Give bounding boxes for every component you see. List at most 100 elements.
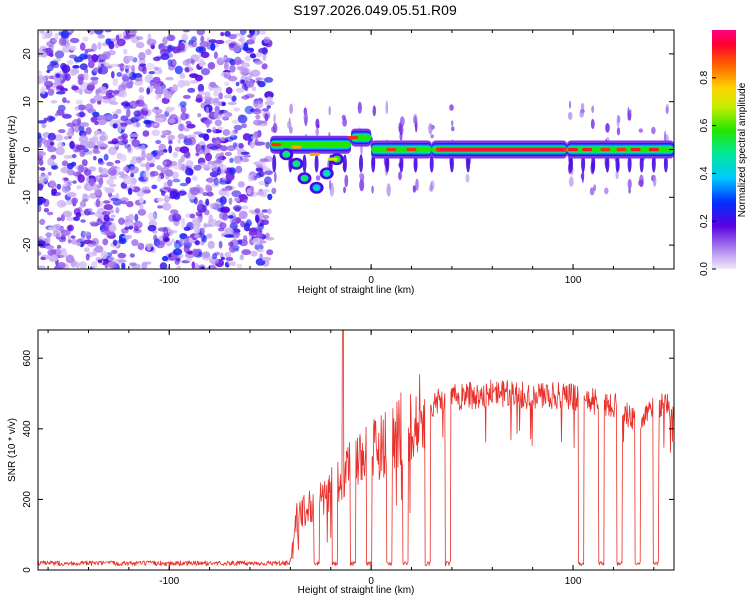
noise-blob — [166, 34, 176, 42]
noise-blob — [264, 100, 275, 106]
noise-blob — [78, 76, 84, 85]
noise-blob — [129, 166, 139, 174]
noise-blob — [191, 261, 196, 269]
noise-blob — [229, 130, 236, 137]
noise-blob — [55, 91, 66, 95]
noise-blob — [41, 123, 47, 129]
y-tick-label: 0 — [22, 146, 33, 152]
noise-blob — [116, 72, 123, 77]
noise-blob — [155, 240, 165, 249]
noise-blob — [125, 234, 133, 239]
streak-core — [314, 154, 319, 173]
noise-blob — [102, 98, 112, 104]
noise-blob — [179, 73, 186, 79]
streak-blob — [372, 105, 376, 117]
noise-blob — [133, 220, 143, 229]
noise-blob — [182, 59, 190, 66]
snr-ylabel: SNR (10 * v/v) — [7, 418, 18, 482]
noise-blob — [134, 213, 139, 222]
noise-blob — [92, 111, 100, 118]
noise-blob — [245, 219, 252, 227]
noise-blob — [145, 48, 152, 56]
noise-blob — [94, 188, 102, 196]
streak-blob — [665, 106, 669, 114]
noise-blob — [235, 87, 245, 93]
noise-blob — [72, 153, 77, 159]
streak-blob — [590, 118, 595, 130]
noise-blob — [241, 123, 248, 129]
noise-blob — [138, 86, 145, 93]
streak-blob — [329, 179, 332, 191]
noise-blob — [110, 165, 118, 170]
noise-blob — [62, 45, 70, 53]
noise-blob — [121, 73, 128, 82]
noise-blob — [56, 199, 66, 208]
noise-blob — [205, 184, 213, 193]
noise-blob — [135, 156, 143, 164]
noise-blob — [97, 34, 105, 39]
noise-blob — [152, 76, 161, 84]
noise-blob — [96, 140, 105, 147]
noise-blob — [247, 174, 255, 182]
noise-blob — [71, 238, 77, 245]
streak-blob — [569, 100, 571, 109]
noise-blob — [181, 163, 186, 172]
noise-blob — [231, 190, 242, 198]
y-tick-label: 10 — [22, 96, 33, 108]
noise-blob — [198, 133, 209, 138]
noise-blob — [252, 237, 261, 245]
noise-blob — [188, 237, 193, 242]
noise-blob — [177, 138, 182, 144]
noise-blob — [88, 137, 98, 142]
noise-blob — [207, 165, 215, 169]
noise-blob — [185, 160, 194, 167]
noise-blob — [208, 97, 214, 105]
noise-blob — [250, 135, 256, 140]
noise-blob — [151, 129, 160, 137]
noise-blob — [259, 158, 269, 163]
colorbar-tick-label: 0.2 — [699, 214, 710, 228]
noise-blob — [115, 207, 120, 214]
noise-blob — [87, 60, 95, 69]
noise-blob — [218, 211, 228, 220]
signal-core — [271, 143, 282, 147]
noise-blob — [225, 190, 230, 198]
noise-blob — [176, 265, 181, 269]
noise-blob — [141, 144, 146, 153]
noise-blob — [134, 80, 143, 86]
noise-blob — [105, 217, 115, 222]
snr-series-line — [38, 330, 674, 567]
streak-blob — [589, 187, 595, 196]
noise-blob — [264, 113, 269, 122]
noise-blob — [206, 191, 214, 197]
noise-blob — [130, 177, 137, 185]
noise-blob — [193, 218, 199, 227]
noise-blob — [145, 123, 152, 128]
noise-blob — [246, 188, 251, 195]
noise-blob — [38, 201, 43, 206]
noise-blob — [154, 117, 164, 124]
noise-blob — [105, 89, 116, 99]
noise-blob — [248, 47, 254, 52]
noise-blob — [53, 134, 64, 142]
noise-blob — [157, 174, 162, 183]
noise-blob — [65, 216, 75, 222]
noise-blob — [66, 100, 70, 104]
noise-blob — [83, 169, 92, 176]
noise-blob — [67, 235, 72, 240]
noise-blob — [67, 128, 72, 133]
noise-blob — [148, 71, 155, 75]
noise-blob — [201, 251, 211, 259]
noise-blob — [224, 251, 232, 258]
noise-blob — [262, 189, 270, 193]
streak-blob — [616, 127, 621, 136]
noise-blob — [264, 91, 274, 99]
noise-blob — [167, 179, 173, 187]
noise-blob — [183, 150, 191, 159]
noise-blob — [91, 78, 98, 86]
noise-blob — [114, 160, 121, 164]
noise-blob — [255, 114, 261, 120]
noise-blob — [193, 164, 202, 171]
noise-blob — [78, 261, 87, 269]
noise-blob — [212, 137, 222, 146]
